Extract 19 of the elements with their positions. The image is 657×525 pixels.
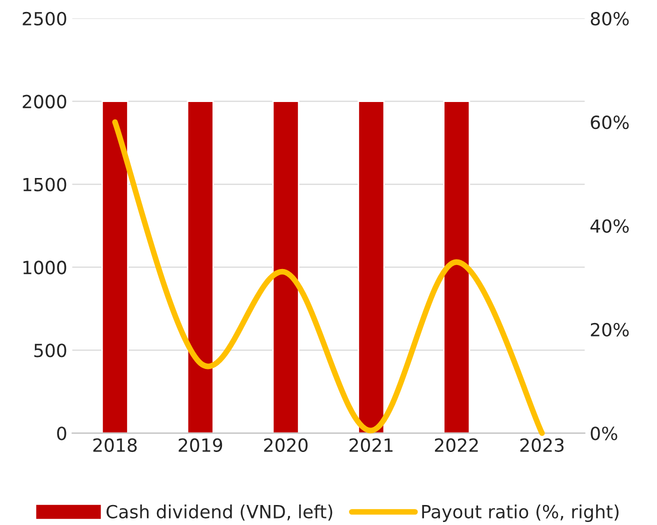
y-tick-label: 1000: [23, 260, 66, 274]
x-tick-label: 2019: [178, 438, 222, 452]
y-tick-label: 0: [57, 426, 66, 440]
y2-tick-label: 80%: [590, 12, 629, 26]
y-tick-label: 1500: [23, 178, 66, 192]
x-tick-label: 2021: [350, 438, 393, 452]
x-tick-label: 2022: [434, 438, 478, 452]
y-tick-label: 500: [34, 344, 66, 358]
y-tick-label: 2500: [22, 12, 66, 26]
x-tick-label: 2023: [520, 438, 564, 452]
x-tick-label: 2020: [264, 438, 308, 452]
y2-tick-label: 0%: [590, 426, 618, 440]
y2-tick-label: 40%: [590, 219, 629, 233]
y2-tick-label: 20%: [590, 322, 629, 337]
legend-label: Payout ratio (%, right): [422, 504, 619, 522]
legend-label: Cash dividend (VND, left): [106, 504, 332, 521]
y2-tick-label: 60%: [590, 116, 629, 130]
y-tick-label: 2000: [22, 94, 66, 108]
x-tick-label: 2018: [93, 438, 137, 452]
